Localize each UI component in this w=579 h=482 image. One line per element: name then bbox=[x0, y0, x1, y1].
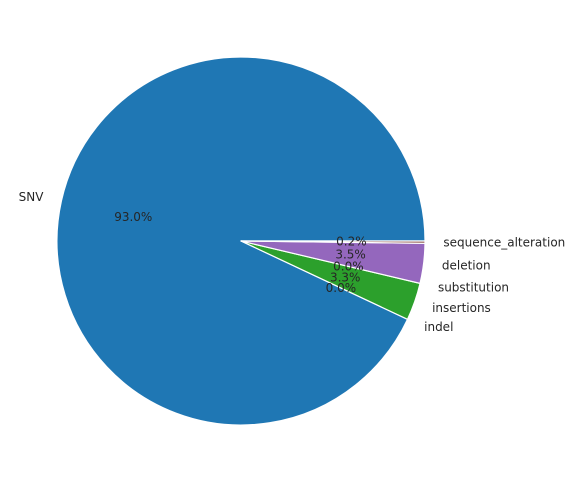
percent-label-insertions: 3.3% bbox=[330, 270, 361, 284]
category-label-sequence-alteration: sequence_alteration bbox=[443, 235, 565, 249]
slice-sequence-alteration bbox=[240, 240, 426, 244]
percent-label-snv: 93.0% bbox=[114, 210, 152, 224]
percent-label-deletion: 3.5% bbox=[335, 247, 366, 261]
category-label-insertions: insertions bbox=[432, 301, 491, 315]
percent-label-indel: 0.0% bbox=[326, 281, 357, 295]
category-label-snv: SNV bbox=[19, 190, 45, 204]
pie-slices bbox=[56, 56, 426, 426]
category-label-deletion: deletion bbox=[442, 259, 491, 273]
category-label-substitution: substitution bbox=[438, 281, 509, 295]
pie-labels: SNV 93.0% indel 0.0% insertions 3.3% substitut… bbox=[19, 190, 566, 334]
percent-label-substitution: 0.0% bbox=[333, 259, 364, 273]
percent-label-sequence-alteration: 0.2% bbox=[336, 235, 367, 249]
category-label-indel: indel bbox=[424, 320, 453, 334]
